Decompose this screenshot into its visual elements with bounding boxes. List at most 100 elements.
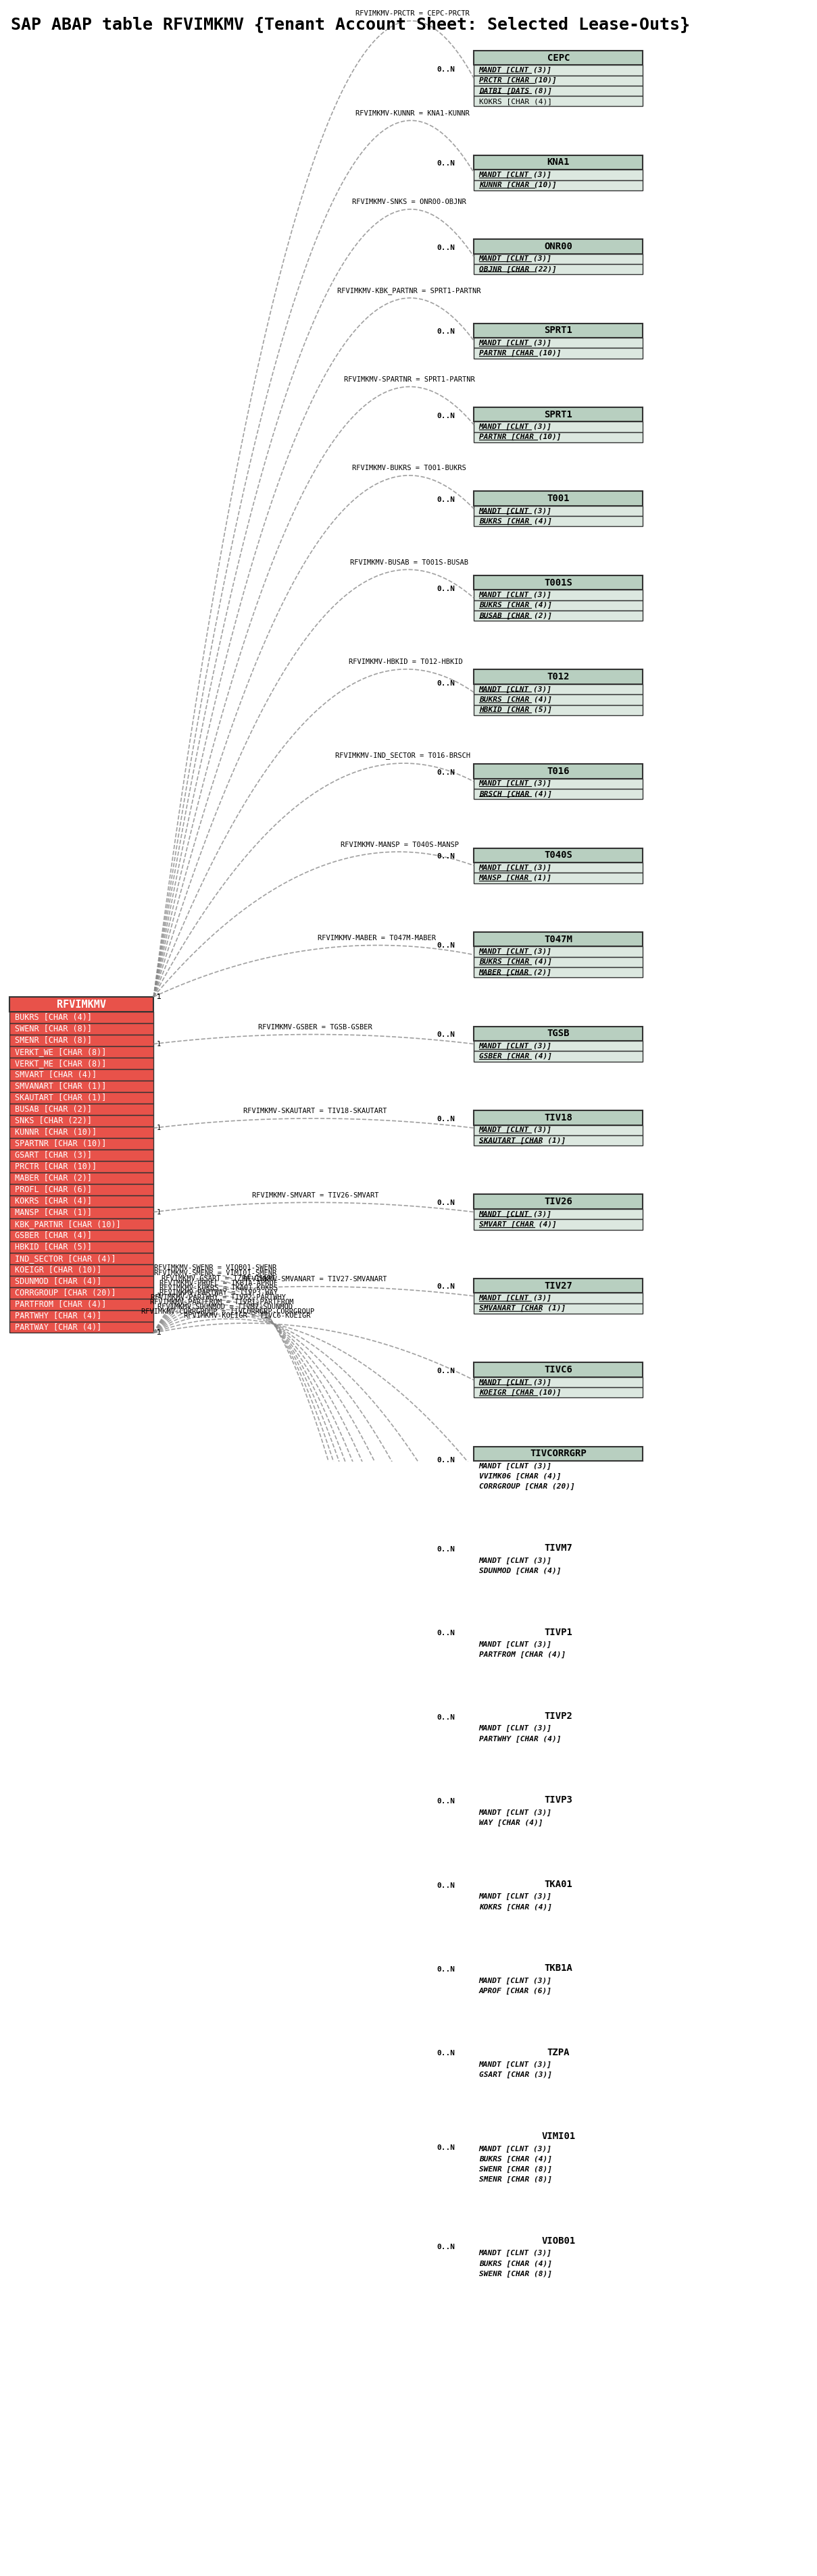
FancyBboxPatch shape	[10, 1298, 154, 1311]
FancyBboxPatch shape	[10, 1311, 154, 1321]
Text: MANDT [CLNT (3)]: MANDT [CLNT (3)]	[479, 1126, 552, 1133]
Text: VIOB01: VIOB01	[542, 2236, 575, 2246]
FancyBboxPatch shape	[474, 1471, 643, 1481]
FancyBboxPatch shape	[10, 1288, 154, 1298]
FancyBboxPatch shape	[474, 1986, 643, 1996]
Text: RFVIMKMV-GSART = TZPA-GSART: RFVIMKMV-GSART = TZPA-GSART	[161, 1275, 275, 1283]
Text: MANDT [CLNT (3)]: MANDT [CLNT (3)]	[479, 1296, 552, 1301]
Text: 0..N: 0..N	[437, 1458, 455, 1463]
Text: SPRT1: SPRT1	[544, 325, 573, 335]
Text: PRCTR [CHAR (10)]: PRCTR [CHAR (10)]	[479, 77, 556, 85]
Text: RFVIMKMV-KUNNR = KNA1-KUNNR: RFVIMKMV-KUNNR = KNA1-KUNNR	[355, 111, 470, 116]
Text: 0..N: 0..N	[437, 1283, 455, 1291]
FancyBboxPatch shape	[474, 322, 643, 337]
Text: DATBI [DATS (8)]: DATBI [DATS (8)]	[479, 88, 552, 95]
Text: 0..N: 0..N	[437, 1631, 455, 1636]
FancyBboxPatch shape	[474, 1793, 643, 1808]
FancyBboxPatch shape	[10, 1082, 154, 1092]
FancyBboxPatch shape	[474, 252, 643, 263]
Text: BUKRS [CHAR (4)]: BUKRS [CHAR (4)]	[479, 603, 552, 608]
FancyBboxPatch shape	[10, 1252, 154, 1265]
Text: BUKRS [CHAR (4)]: BUKRS [CHAR (4)]	[479, 2259, 552, 2267]
FancyBboxPatch shape	[474, 2249, 643, 2259]
FancyBboxPatch shape	[474, 1960, 643, 1976]
Text: BUKRS [CHAR (4)]: BUKRS [CHAR (4)]	[479, 518, 552, 526]
Text: 1: 1	[157, 1329, 161, 1337]
FancyBboxPatch shape	[474, 155, 643, 170]
FancyBboxPatch shape	[474, 696, 643, 706]
Text: 1: 1	[157, 994, 161, 999]
Text: SDUNMOD [CHAR (4)]: SDUNMOD [CHAR (4)]	[479, 1566, 561, 1574]
FancyBboxPatch shape	[474, 1625, 643, 1638]
Text: 0..N: 0..N	[437, 1200, 455, 1206]
FancyBboxPatch shape	[474, 1293, 643, 1303]
FancyBboxPatch shape	[474, 765, 643, 778]
FancyBboxPatch shape	[474, 1363, 643, 1378]
FancyBboxPatch shape	[474, 1556, 643, 1566]
Text: KNA1: KNA1	[547, 157, 569, 167]
FancyBboxPatch shape	[474, 956, 643, 966]
Text: RFVIMKMV-MANSP = T040S-MANSP: RFVIMKMV-MANSP = T040S-MANSP	[341, 842, 458, 848]
Text: PARTWHY [CHAR (4)]: PARTWHY [CHAR (4)]	[15, 1311, 101, 1319]
Text: 1: 1	[157, 994, 161, 999]
Text: BRSCH [CHAR (4)]: BRSCH [CHAR (4)]	[479, 791, 552, 799]
Text: BUSAB [CHAR (2)]: BUSAB [CHAR (2)]	[15, 1105, 92, 1113]
FancyBboxPatch shape	[10, 997, 154, 1012]
FancyBboxPatch shape	[474, 1041, 643, 1051]
Text: 1: 1	[157, 1329, 161, 1337]
FancyBboxPatch shape	[474, 1638, 643, 1649]
FancyBboxPatch shape	[474, 1891, 643, 1901]
FancyBboxPatch shape	[10, 1218, 154, 1229]
Text: TIVCORRGRP: TIVCORRGRP	[530, 1450, 587, 1458]
FancyBboxPatch shape	[10, 1321, 154, 1332]
Text: BUKRS [CHAR (4)]: BUKRS [CHAR (4)]	[479, 696, 552, 703]
FancyBboxPatch shape	[474, 240, 643, 252]
FancyBboxPatch shape	[474, 348, 643, 358]
FancyBboxPatch shape	[474, 611, 643, 621]
Text: TIVP1: TIVP1	[544, 1628, 573, 1636]
Text: 1: 1	[157, 1126, 161, 1131]
Text: BUKRS [CHAR (4)]: BUKRS [CHAR (4)]	[479, 958, 552, 966]
Text: MABER [CHAR (2)]: MABER [CHAR (2)]	[15, 1175, 92, 1182]
Text: RFVIMKMV-SDUNMOD = TIVM7-SDUNMOD: RFVIMKMV-SDUNMOD = TIVM7-SDUNMOD	[157, 1303, 292, 1311]
Text: SWENR [CHAR (8)]: SWENR [CHAR (8)]	[479, 2166, 552, 2172]
FancyBboxPatch shape	[474, 788, 643, 799]
Text: 1: 1	[157, 994, 161, 999]
Text: KBK_PARTNR [CHAR (10)]: KBK_PARTNR [CHAR (10)]	[15, 1218, 121, 1229]
FancyBboxPatch shape	[474, 1808, 643, 1819]
Text: PARTFROM [CHAR (4)]: PARTFROM [CHAR (4)]	[479, 1651, 565, 1659]
FancyBboxPatch shape	[474, 590, 643, 600]
Text: MANDT [CLNT (3)]: MANDT [CLNT (3)]	[479, 1978, 552, 1984]
FancyBboxPatch shape	[474, 873, 643, 884]
FancyBboxPatch shape	[474, 848, 643, 863]
Text: RFVIMKMV-KOKRS = TKA01-KOKRS: RFVIMKMV-KOKRS = TKA01-KOKRS	[159, 1285, 278, 1291]
Text: MANDT [CLNT (3)]: MANDT [CLNT (3)]	[479, 1893, 552, 1901]
Text: MANDT [CLNT (3)]: MANDT [CLNT (3)]	[479, 1043, 552, 1048]
FancyBboxPatch shape	[474, 180, 643, 191]
Text: TIVM7: TIVM7	[544, 1543, 573, 1553]
Text: TIV27: TIV27	[544, 1280, 573, 1291]
Text: 1: 1	[157, 1208, 161, 1216]
FancyBboxPatch shape	[474, 2071, 643, 2081]
Text: 0..N: 0..N	[437, 245, 455, 250]
Text: 1: 1	[157, 994, 161, 999]
FancyBboxPatch shape	[474, 492, 643, 505]
Text: GSART [CHAR (3)]: GSART [CHAR (3)]	[479, 2071, 552, 2079]
Text: 1: 1	[157, 1293, 161, 1298]
FancyBboxPatch shape	[474, 1566, 643, 1577]
Text: KOEIGR [CHAR (10)]: KOEIGR [CHAR (10)]	[15, 1265, 101, 1275]
FancyBboxPatch shape	[474, 337, 643, 348]
Text: 1: 1	[157, 994, 161, 999]
Text: 1: 1	[157, 1329, 161, 1337]
Text: MANDT [CLNT (3)]: MANDT [CLNT (3)]	[479, 2146, 552, 2151]
Text: 0..N: 0..N	[437, 1030, 455, 1038]
Text: RFVIMKMV-SNKS = ONR00-OBJNR: RFVIMKMV-SNKS = ONR00-OBJNR	[352, 198, 467, 206]
Text: MANDT [CLNT (3)]: MANDT [CLNT (3)]	[479, 592, 552, 598]
Text: MANDT [CLNT (3)]: MANDT [CLNT (3)]	[479, 173, 552, 178]
Text: BUSAB [CHAR (2)]: BUSAB [CHAR (2)]	[479, 613, 552, 618]
FancyBboxPatch shape	[474, 1218, 643, 1229]
Text: 1: 1	[157, 1329, 161, 1337]
Text: MABER [CHAR (2)]: MABER [CHAR (2)]	[479, 969, 552, 976]
FancyBboxPatch shape	[474, 933, 643, 945]
Text: RFVIMKMV-MABER = T047M-MABER: RFVIMKMV-MABER = T047M-MABER	[318, 935, 436, 940]
